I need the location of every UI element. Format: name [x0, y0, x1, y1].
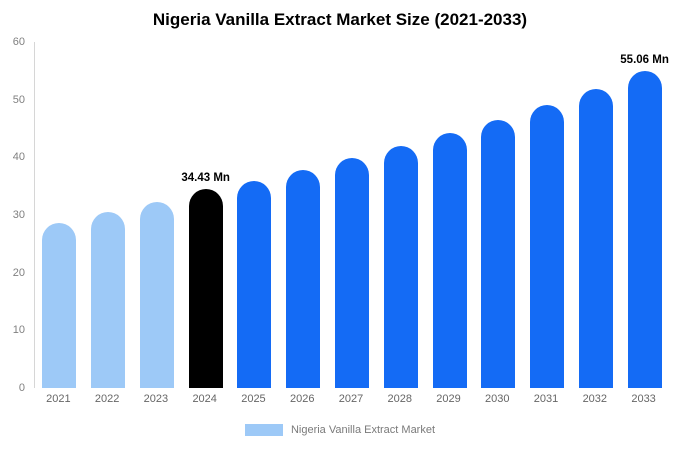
x-tick-label-2032: 2032	[582, 393, 608, 405]
bar-column-2023	[133, 42, 182, 388]
x-tick-label-2026: 2026	[289, 393, 315, 405]
bar-column-2025	[230, 42, 279, 388]
bar-2033: 55.06 Mn	[620, 54, 669, 388]
bar-2028	[383, 146, 418, 388]
bar-2027	[334, 157, 369, 388]
bar-2029	[432, 133, 467, 388]
y-tick-label: 50	[12, 93, 25, 106]
bar-column-2027	[328, 42, 377, 388]
bar-2022	[91, 212, 126, 388]
bar-column-2022	[84, 42, 133, 388]
bar-column-2024: 34.43 Mn	[181, 42, 230, 388]
x-tick-label-2030: 2030	[485, 393, 510, 405]
y-tick-label: 10	[12, 324, 25, 337]
bar-2024: 34.43 Mn	[181, 172, 230, 388]
y-tick-label: 20	[12, 266, 25, 279]
bar-column-2030	[474, 42, 523, 388]
y-tick-label: 60	[12, 36, 25, 48]
legend-swatch	[244, 424, 283, 436]
x-tick-label-2024: 2024	[192, 393, 217, 405]
x-tick-label-2022: 2022	[94, 393, 120, 405]
bar-column-2028	[376, 42, 425, 388]
bars: 34.43 Mn 55.06 Mn	[35, 42, 669, 388]
y-tick-label: 30	[12, 209, 25, 221]
bar-column-2029	[425, 42, 474, 388]
bar-2030	[481, 120, 516, 388]
x-tick-label-2028: 2028	[387, 393, 412, 405]
bar-column-2026	[279, 42, 328, 388]
bar-2025	[237, 180, 272, 388]
bar-column-2021	[35, 42, 84, 388]
x-tick-label-2025: 2025	[241, 393, 266, 405]
bar-2026	[286, 170, 321, 388]
bar-value-label-2033: 55.06 Mn	[620, 53, 669, 66]
bar-value-label-2024: 34.43 Mn	[181, 172, 230, 185]
x-tick-label-2029: 2029	[436, 393, 461, 405]
bar-2023	[139, 202, 174, 388]
x-tick-label-2027: 2027	[338, 393, 364, 405]
plot-area: 34.43 Mn 55.06 Mn	[34, 42, 669, 388]
bar-column-2031	[523, 42, 572, 388]
bar-2021	[42, 223, 77, 388]
bar-2032	[578, 89, 613, 388]
y-tick-label: 40	[12, 151, 25, 164]
chart-title: Nigeria Vanilla Extract Market Size (202…	[152, 10, 528, 29]
legend-label: Nigeria Vanilla Extract Market	[290, 424, 436, 436]
bar-2031	[530, 104, 565, 388]
y-axis: 0 10 20 30 40 50 60	[0, 36, 28, 394]
x-tick-label-2033: 2033	[631, 393, 656, 405]
x-tick-label-2031: 2031	[533, 393, 559, 405]
bar-column-2032	[571, 42, 620, 388]
legend: Nigeria Vanilla Extract Market	[0, 424, 680, 436]
y-tick-label: 0	[18, 382, 25, 394]
bar-column-2033: 55.06 Mn	[620, 42, 669, 388]
x-tick-label-2023: 2023	[143, 393, 169, 405]
x-axis: 2021 2022 2023 2024 2025 2026 2027 2028 2029 2030…	[34, 393, 668, 405]
x-tick-label-2021: 2021	[46, 393, 71, 405]
